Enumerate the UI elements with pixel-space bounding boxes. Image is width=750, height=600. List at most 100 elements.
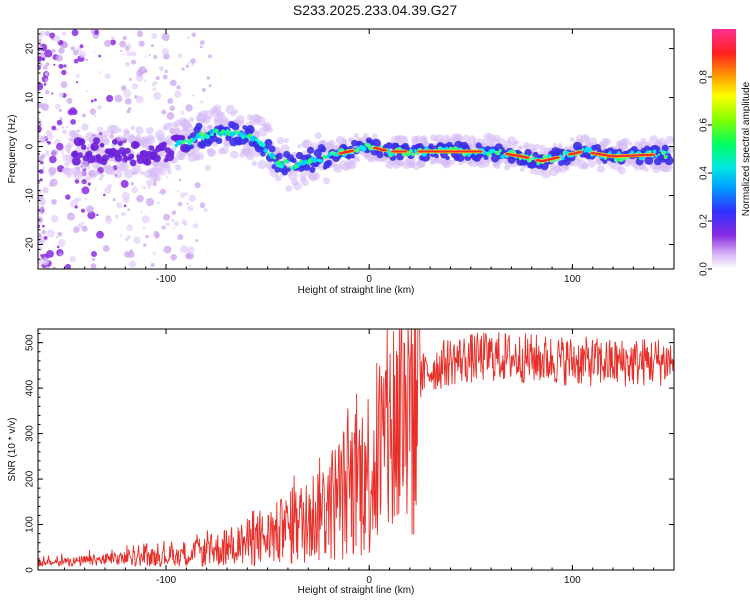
noise-blob: [61, 69, 67, 76]
noise-blob: [163, 245, 172, 254]
noise-blob: [70, 46, 76, 51]
noise-blob: [93, 114, 97, 118]
noise-blob: [150, 44, 154, 48]
ridge-halo: [314, 132, 322, 140]
ridge-halo: [73, 169, 84, 180]
noise-blob: [162, 74, 168, 80]
ridge-halo: [139, 170, 145, 176]
ridge-halo: [66, 148, 71, 154]
ridge-halo: [239, 120, 245, 125]
noise-blob: [69, 255, 77, 263]
ridge-core: [303, 163, 311, 171]
noise-blob: [38, 260, 43, 266]
top-x-axis-label: Height of straight line (km): [298, 285, 415, 296]
noise-blob: [171, 210, 177, 215]
ridge-highlight: [661, 150, 666, 156]
noise-blob: [126, 234, 132, 240]
noise-blob: [177, 234, 184, 241]
ridge-halo: [158, 168, 166, 176]
ridge-highlight: [424, 146, 429, 151]
ridge-halo: [604, 138, 612, 146]
noise-blob: [145, 234, 149, 239]
ridge-core: [231, 122, 240, 131]
ridge-core: [90, 142, 99, 152]
ridge-highlight: [315, 158, 319, 161]
ridge-core: [264, 138, 273, 147]
noise-blob: [38, 64, 41, 71]
noise-blob: [137, 31, 144, 38]
noise-blob: [78, 54, 82, 57]
ridge-halo: [66, 142, 73, 149]
ridge-halo: [195, 152, 205, 161]
ridge-core: [80, 144, 87, 150]
noise-blob: [150, 262, 155, 267]
ridge-core: [161, 141, 167, 147]
ridge-core: [524, 148, 532, 157]
noise-blob: [66, 97, 73, 104]
ridge-halo: [617, 166, 626, 175]
noise-blob: [104, 73, 111, 80]
noise-blob: [127, 208, 130, 211]
noise-blob: [84, 197, 88, 201]
noise-blob: [94, 98, 97, 102]
noise-blob: [114, 94, 123, 103]
noise-blob: [56, 236, 59, 239]
bottom-x-axis-label: Height of straight line (km): [298, 585, 415, 596]
noise-blob: [38, 116, 41, 122]
noise-blob: [163, 213, 171, 221]
ridge-halo: [354, 156, 361, 163]
noise-blob: [177, 190, 180, 193]
ridge-core: [385, 142, 393, 149]
ridge-halo: [663, 141, 668, 146]
noise-blob: [55, 54, 63, 62]
noise-blob: [174, 90, 182, 98]
noise-blob: [38, 126, 42, 132]
noise-blob: [119, 40, 127, 48]
ridge-halo: [588, 159, 596, 168]
ridge-core: [71, 150, 79, 158]
ridge-highlight: [530, 154, 533, 157]
ridge-halo: [233, 109, 239, 114]
noise-blob: [56, 119, 63, 126]
ridge-core: [148, 145, 155, 151]
noise-blob: [114, 214, 119, 219]
ridge-core: [434, 153, 439, 159]
noise-blob: [43, 235, 48, 240]
y-tick-label: 0: [25, 567, 36, 573]
colorbar-label: Normalized spectral amplitude: [741, 81, 750, 216]
ridge-peak: [382, 149, 388, 152]
noise-blob: [38, 82, 44, 91]
noise-blob: [99, 177, 102, 181]
ridge-halo: [541, 169, 551, 179]
ridge-halo: [322, 177, 330, 185]
noise-blob: [45, 151, 50, 157]
ridge-halo: [621, 137, 630, 146]
noise-blob: [38, 169, 44, 174]
ridge-halo: [665, 135, 674, 145]
ridge-core: [286, 167, 291, 172]
ridge-highlight: [498, 149, 502, 153]
noise-blob: [169, 105, 175, 111]
ridge-highlight: [210, 132, 214, 137]
y-tick-label: 400: [25, 379, 36, 396]
bottom-plot-frame: [37, 328, 675, 571]
ridge-core: [102, 154, 110, 162]
ridge-halo: [175, 164, 182, 171]
noise-blob: [42, 186, 49, 194]
noise-blob: [63, 64, 67, 68]
ridge-highlight: [254, 137, 259, 142]
noise-blob: [73, 226, 80, 234]
x-tick-label: 0: [366, 575, 372, 586]
noise-blob: [153, 91, 162, 100]
ridge-halo: [207, 148, 216, 157]
noise-blob: [145, 197, 155, 207]
ridge-halo: [623, 145, 629, 150]
ridge-core: [309, 166, 316, 173]
noise-blob: [86, 205, 94, 214]
ridge-halo: [342, 140, 347, 145]
chart-title: S233.2025.233.04.39.G27: [292, 2, 458, 18]
ridge-highlight: [183, 139, 187, 142]
ridge-core: [320, 146, 327, 153]
ridge-core: [306, 146, 315, 154]
noise-blob: [53, 63, 56, 66]
